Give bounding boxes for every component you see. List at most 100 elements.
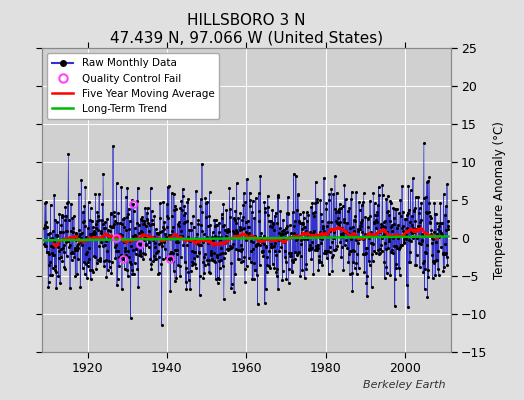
Point (68, 214, 77, 221)
Point (92, 266, 100, 272)
Point (109, 222, 117, 229)
Point (249, 246, 257, 252)
Point (414, 240, 423, 246)
Point (235, 247, 244, 253)
Point (353, 271, 361, 278)
Point (239, 202, 247, 209)
Point (202, 200, 211, 206)
Point (289, 209, 297, 216)
Point (390, 243, 398, 249)
Point (230, 230, 238, 236)
Point (189, 212, 197, 219)
Point (155, 254, 163, 260)
Point (213, 222, 221, 228)
Point (291, 249, 299, 255)
Point (302, 209, 311, 215)
Point (389, 205, 398, 212)
Point (434, 226, 443, 232)
Point (413, 235, 421, 242)
Point (153, 230, 161, 236)
Point (82, 234, 91, 241)
Point (61, 217, 69, 224)
Point (433, 257, 441, 263)
Point (91, 191, 100, 198)
Point (102, 257, 110, 264)
Point (361, 214, 369, 220)
Point (233, 180, 241, 186)
Point (136, 250, 145, 257)
Point (372, 217, 380, 223)
Point (167, 228, 176, 234)
Point (65, 244, 73, 250)
Point (215, 276, 224, 282)
Point (154, 248, 162, 254)
Point (252, 194, 260, 201)
Point (142, 241, 150, 248)
Point (135, 229, 144, 236)
Point (323, 248, 332, 254)
Point (423, 294, 432, 300)
Point (177, 228, 185, 234)
Point (116, 235, 125, 242)
Point (42, 224, 51, 230)
Point (444, 223, 453, 230)
Point (57, 253, 66, 260)
Point (42, 248, 51, 255)
Point (233, 229, 242, 236)
Point (283, 211, 292, 217)
Point (423, 241, 431, 248)
Point (217, 256, 225, 263)
Point (293, 252, 301, 258)
Point (96, 258, 104, 264)
Point (89, 269, 97, 275)
Point (312, 178, 320, 185)
Point (333, 243, 342, 250)
Point (357, 202, 366, 208)
Point (195, 242, 203, 249)
Point (173, 235, 181, 241)
Point (211, 217, 220, 224)
Point (425, 174, 433, 180)
Point (234, 256, 242, 262)
Point (154, 230, 162, 237)
Point (277, 244, 286, 250)
Point (390, 303, 399, 309)
Point (53, 240, 62, 246)
Point (118, 232, 126, 238)
Point (372, 250, 380, 256)
Point (74, 227, 83, 233)
Point (56, 280, 64, 286)
Point (137, 216, 145, 222)
Point (132, 246, 140, 252)
Point (308, 239, 316, 246)
Point (194, 217, 202, 224)
Point (155, 270, 163, 277)
Title: HILLSBORO 3 N
47.439 N, 97.066 W (United States): HILLSBORO 3 N 47.439 N, 97.066 W (United… (110, 13, 383, 46)
Point (365, 262, 374, 268)
Point (320, 227, 328, 234)
Point (269, 242, 278, 249)
Point (162, 224, 171, 230)
Point (129, 233, 137, 240)
Point (171, 239, 180, 245)
Point (140, 233, 149, 240)
Point (157, 236, 165, 243)
Point (250, 233, 259, 240)
Point (343, 219, 351, 226)
Point (52, 269, 61, 276)
Point (372, 224, 380, 231)
Point (54, 273, 63, 279)
Point (284, 194, 292, 201)
Point (51, 267, 60, 273)
Point (115, 262, 123, 269)
Point (74, 256, 82, 263)
Point (363, 293, 371, 299)
Point (105, 264, 114, 271)
Point (368, 240, 376, 246)
Point (79, 218, 88, 225)
Point (347, 248, 356, 254)
Point (101, 242, 109, 248)
Point (404, 183, 412, 189)
Point (330, 229, 338, 235)
Point (287, 269, 296, 275)
